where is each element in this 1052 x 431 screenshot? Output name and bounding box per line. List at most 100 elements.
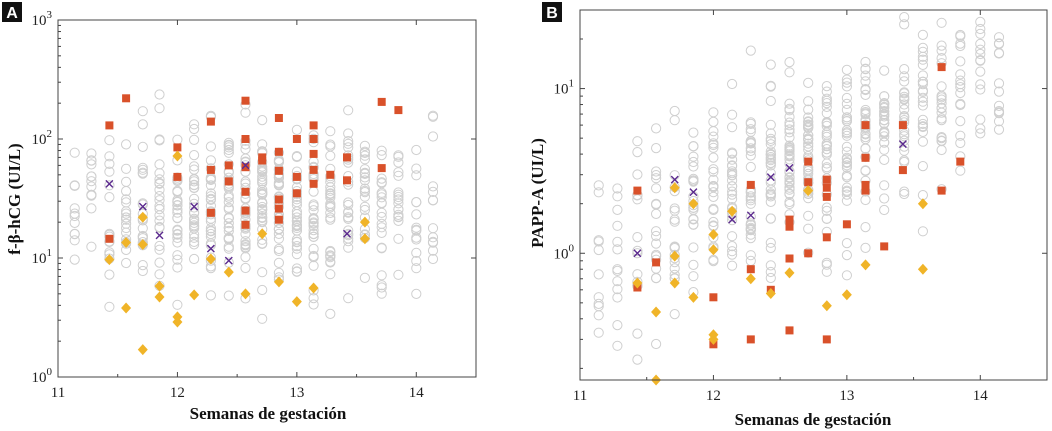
background-point xyxy=(784,103,795,115)
diamond-point xyxy=(688,198,699,210)
background-point xyxy=(376,282,387,293)
diamond-point xyxy=(708,228,719,240)
background-point xyxy=(376,243,387,254)
x-tick-label: 11 xyxy=(51,385,65,401)
background-point xyxy=(860,222,871,233)
background-point xyxy=(745,191,756,202)
square-point xyxy=(173,172,182,181)
background-point xyxy=(765,266,776,278)
diamond-point xyxy=(223,266,234,278)
square-point xyxy=(309,179,318,188)
background-point xyxy=(189,215,200,226)
background-point xyxy=(955,79,966,90)
background-point xyxy=(137,119,148,130)
background-point xyxy=(593,310,604,321)
background-point xyxy=(975,55,986,66)
background-point xyxy=(205,174,216,185)
background-point xyxy=(993,100,1005,112)
background-point xyxy=(240,107,251,118)
panel-a-xlabel: Semanas de gestación xyxy=(190,404,347,423)
background-point xyxy=(325,202,336,213)
square-point xyxy=(804,178,813,187)
panel-b-background-points xyxy=(593,12,1005,365)
background-point xyxy=(899,71,910,82)
background-point xyxy=(727,193,738,204)
background-point xyxy=(936,132,947,143)
background-point xyxy=(86,155,97,166)
cross-point xyxy=(241,161,250,170)
background-point xyxy=(189,202,200,213)
background-point xyxy=(821,266,832,277)
square-point xyxy=(274,215,283,224)
diamond-point xyxy=(205,253,216,265)
background-point xyxy=(821,163,832,174)
background-point xyxy=(223,218,234,229)
background-point xyxy=(104,180,115,191)
background-point xyxy=(917,54,929,65)
background-point xyxy=(688,259,699,270)
panel-b: B 11 12 13 14 100 101 Semanas de gestación PA… xyxy=(528,2,1048,429)
background-point xyxy=(291,263,302,274)
diamond-point xyxy=(137,238,148,250)
background-point xyxy=(765,152,776,163)
background-point xyxy=(727,109,738,120)
background-point xyxy=(917,226,929,237)
square-point xyxy=(804,157,813,166)
background-point xyxy=(784,57,795,68)
background-point xyxy=(137,164,148,175)
cross-point xyxy=(766,173,775,182)
background-point xyxy=(727,189,738,200)
square-point xyxy=(258,156,267,165)
x-tick-label: 13 xyxy=(289,385,304,401)
background-point xyxy=(325,214,336,225)
background-point xyxy=(651,123,662,134)
background-point xyxy=(936,53,947,64)
diamond-point xyxy=(669,182,680,194)
background-point xyxy=(172,232,183,243)
background-point xyxy=(172,197,183,208)
background-point xyxy=(104,192,115,203)
background-point xyxy=(376,211,387,223)
background-point xyxy=(936,144,947,156)
diamond-point xyxy=(669,277,680,289)
background-point xyxy=(708,164,719,175)
background-point xyxy=(784,144,795,155)
diamond-point xyxy=(708,333,719,345)
diamond-point xyxy=(121,236,132,248)
x-tick-label: 12 xyxy=(706,388,721,404)
background-point xyxy=(411,225,422,236)
background-point xyxy=(727,241,738,252)
background-point xyxy=(427,186,439,197)
square-point xyxy=(309,165,318,174)
background-point xyxy=(821,144,832,155)
background-point xyxy=(172,254,183,265)
diamond-point xyxy=(803,185,814,197)
background-point xyxy=(393,204,404,215)
background-point xyxy=(273,245,284,256)
background-point xyxy=(325,256,336,267)
background-point xyxy=(708,131,719,142)
background-point xyxy=(137,265,148,277)
x-tick-label: 14 xyxy=(973,388,989,404)
background-point xyxy=(841,270,853,281)
background-point xyxy=(86,241,97,252)
background-point xyxy=(669,214,680,225)
background-point xyxy=(841,182,853,193)
background-point xyxy=(411,247,422,258)
background-point xyxy=(612,292,623,303)
x-tick-label: 14 xyxy=(409,385,425,401)
background-point xyxy=(325,269,336,280)
background-point xyxy=(154,257,165,268)
background-point xyxy=(411,255,422,267)
panel-a-axes-box xyxy=(57,19,477,378)
background-point xyxy=(121,176,132,187)
diamond-point xyxy=(359,233,370,245)
background-point xyxy=(632,194,643,205)
panel-a: A 11 12 13 14 100 101 102 103 Semanas de gestac… xyxy=(2,2,477,423)
background-point xyxy=(975,48,986,60)
background-point xyxy=(936,98,947,109)
background-point xyxy=(343,136,354,147)
panel-a-ticks: 11 12 13 14 100 101 102 103 xyxy=(32,9,477,401)
background-point xyxy=(917,51,929,62)
